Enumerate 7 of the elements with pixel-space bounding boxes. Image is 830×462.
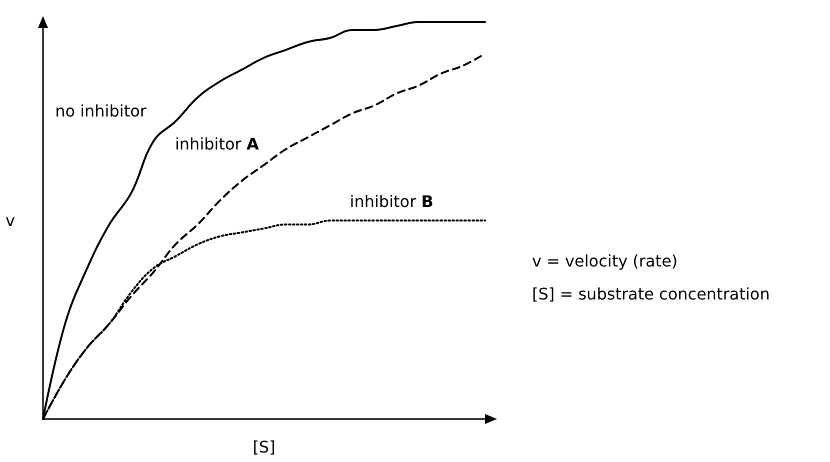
series-label: inhibitor B (350, 192, 434, 211)
text: v = velocity (rate) (532, 252, 678, 270)
y-axis-title: v (6, 211, 15, 230)
series-label: no inhibitor (55, 102, 147, 121)
x-axis-title: [S] (252, 438, 276, 456)
text: [S] = substrate concentration (532, 284, 770, 304)
series-label: inhibitor A (174, 134, 260, 154)
